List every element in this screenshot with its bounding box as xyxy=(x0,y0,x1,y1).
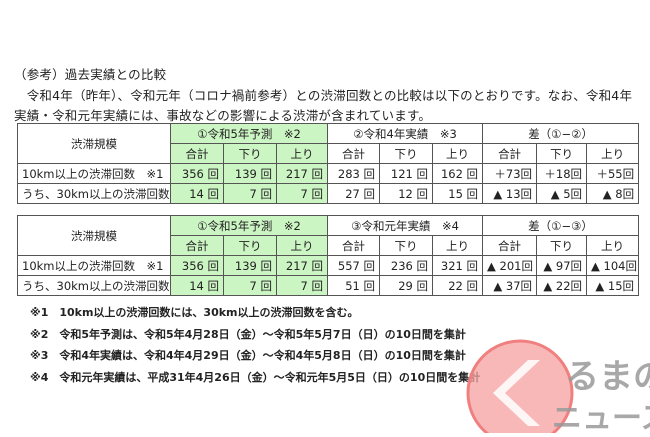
subheader: 上り xyxy=(275,235,329,256)
group-header: ①令和5年予測 ※2 xyxy=(169,123,329,144)
cell: ▲ 5回 xyxy=(536,183,588,204)
cell: ▲ 37回 xyxy=(482,275,538,296)
comparison-table-2022: 渋滞規模 ①令和5年予測 ※2 ②令和4年実績 ※3 差（①−②） 合計 下り … xyxy=(17,123,640,204)
table-row: うち、30km以上の渋滞回数 14 回 7 回 7 回 51 回 29 回 22… xyxy=(17,275,640,296)
subheader: 合計 xyxy=(327,235,381,256)
row-label: 10km以上の渋滞回数 ※1 xyxy=(17,255,171,276)
cell: 321 回 xyxy=(432,255,484,276)
group-header: ③令和元年実績 ※4 xyxy=(327,215,484,236)
cell: ▲ 22回 xyxy=(536,275,588,296)
table-row: 10km以上の渋滞回数 ※1 356 回 139 回 217 回 283 回 1… xyxy=(17,163,640,184)
paragraph-line-1: 令和4年（昨年）、令和元年（コロナ禍前参考）との渋滞回数との比較は以下のとおりで… xyxy=(14,88,633,103)
paragraph-line-2: 実績・令和元年実績には、事故などの影響による渋滞が含まれています。 xyxy=(14,108,432,123)
subheader: 上り xyxy=(586,143,640,164)
cell: 15 回 xyxy=(432,183,484,204)
subheader: 上り xyxy=(432,235,484,256)
cell: 139 回 xyxy=(223,163,277,184)
group-header: ②令和4年実績 ※3 xyxy=(327,123,484,144)
cell: 22 回 xyxy=(432,275,484,296)
cell: 29 回 xyxy=(379,275,434,296)
subheader: 下り xyxy=(223,143,277,164)
subheader: 下り xyxy=(379,143,434,164)
cell: 14 回 xyxy=(170,275,224,296)
cell: ▲ 15回 xyxy=(586,275,640,296)
cell: 139 回 xyxy=(223,255,277,276)
subheader: 上り xyxy=(586,235,640,256)
cell: ＋55回 xyxy=(586,163,640,184)
cell: 356 回 xyxy=(170,255,224,276)
cell: 7 回 xyxy=(223,275,277,296)
cell: 14 回 xyxy=(170,183,224,204)
cell: 7 回 xyxy=(275,183,329,204)
section-heading: （参考）過去実績との比較 xyxy=(14,67,167,82)
group-header: ①令和5年予測 ※2 xyxy=(169,215,329,236)
subheader: 合計 xyxy=(170,235,224,256)
subheader: 上り xyxy=(275,143,329,164)
row-label: うち、30km以上の渋滞回数 xyxy=(17,183,171,204)
footnote-4: ※4 令和元年実績は、平成31年4月26日（金）～令和元年5月5日（日）の10日… xyxy=(30,371,481,384)
cell: 236 回 xyxy=(379,255,434,276)
subheader: 合計 xyxy=(482,235,538,256)
cell: 51 回 xyxy=(327,275,381,296)
subheader: 合計 xyxy=(482,143,538,164)
subheader: 下り xyxy=(379,235,434,256)
cell: 12 回 xyxy=(379,183,434,204)
cell: ▲ 8回 xyxy=(586,183,640,204)
cell: 356 回 xyxy=(170,163,224,184)
cell: 557 回 xyxy=(327,255,381,276)
corner-header: 渋滞規模 xyxy=(17,123,171,164)
subheader: 下り xyxy=(223,235,277,256)
kuruma-news-logo: るまの ニュース xyxy=(460,338,650,437)
cell: 7 回 xyxy=(223,183,277,204)
cell: 162 回 xyxy=(432,163,484,184)
subheader: 下り xyxy=(536,143,588,164)
subheader: 合計 xyxy=(327,143,381,164)
subheader: 上り xyxy=(432,143,484,164)
cell: 217 回 xyxy=(275,255,329,276)
footnote-1: ※1 10km以上の渋滞回数には、30km以上の渋滞回数を含む。 xyxy=(30,306,359,319)
svg-text:ニュース: ニュース xyxy=(552,401,650,433)
row-label: うち、30km以上の渋滞回数 xyxy=(17,275,171,296)
comparison-table-2019: 渋滞規模 ①令和5年予測 ※2 ③令和元年実績 ※4 差（①−③） 合計 下り … xyxy=(17,215,640,296)
group-header: 差（①−②） xyxy=(482,123,640,144)
cell: ▲ 97回 xyxy=(536,255,588,276)
footnote-3: ※3 令和4年実績は、令和4年4月29日（金）～令和4年5月8日（日）の10日間… xyxy=(30,349,466,362)
subheader: 下り xyxy=(536,235,588,256)
table-row: うち、30km以上の渋滞回数 14 回 7 回 7 回 27 回 12 回 15… xyxy=(17,183,640,204)
svg-text:るまの: るまの xyxy=(565,357,650,397)
corner-header: 渋滞規模 xyxy=(17,215,171,256)
group-header: 差（①−③） xyxy=(482,215,640,236)
subheader: 合計 xyxy=(170,143,224,164)
cell: ▲ 201回 xyxy=(482,255,538,276)
footnote-2: ※2 令和5年予測は、令和5年4月28日（金）～令和5年5月7日（日）の10日間… xyxy=(30,328,466,341)
cell: 217 回 xyxy=(275,163,329,184)
table-row: 10km以上の渋滞回数 ※1 356 回 139 回 217 回 557 回 2… xyxy=(17,255,640,276)
cell: ▲ 13回 xyxy=(482,183,538,204)
cell: ＋18回 xyxy=(536,163,588,184)
row-label: 10km以上の渋滞回数 ※1 xyxy=(17,163,171,184)
cell: ＋73回 xyxy=(482,163,538,184)
cell: 121 回 xyxy=(379,163,434,184)
cell: ▲ 104回 xyxy=(586,255,640,276)
cell: 283 回 xyxy=(327,163,381,184)
cell: 27 回 xyxy=(327,183,381,204)
cell: 7 回 xyxy=(275,275,329,296)
